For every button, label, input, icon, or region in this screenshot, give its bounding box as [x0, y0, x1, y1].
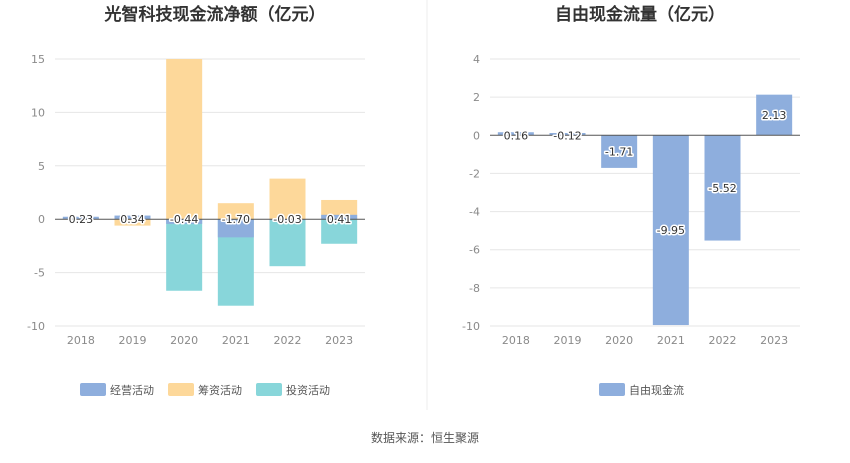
- x-tick-label: 2018: [502, 334, 530, 347]
- y-tick-label: 10: [31, 106, 45, 119]
- data-label-freecash-2018: 0.16: [504, 129, 529, 142]
- legend-label-financing[interactable]: 筹资活动: [198, 383, 242, 397]
- legend-label-operating[interactable]: 经营活动: [110, 383, 154, 397]
- bar-investing-2020[interactable]: [166, 219, 203, 291]
- data-label-freecash-2023: 2.13: [762, 109, 787, 122]
- data-label-operating-2022: -0.03: [273, 213, 301, 226]
- bar-freecash-2021[interactable]: [652, 135, 689, 326]
- legend-label-freecash[interactable]: 自由现金流: [629, 383, 684, 397]
- y-tick-label: -8: [469, 282, 480, 295]
- x-tick-label: 2022: [709, 334, 737, 347]
- x-tick-label: 2021: [657, 334, 685, 347]
- bar-operating-2018[interactable]: [62, 216, 99, 220]
- legend-label-investing[interactable]: 投资活动: [286, 383, 330, 397]
- legend-swatch-freecash[interactable]: [599, 383, 625, 396]
- data-label-freecash-2021: -9.95: [657, 224, 685, 237]
- y-tick-label: -5: [34, 267, 45, 280]
- chart-title-freecash: 自由现金流量（亿元）: [555, 4, 725, 25]
- cashflow-chart: -10 -5 0 5 10 15 2018 2019 2020 2021 2022 2023 0.23 0…: [27, 53, 365, 347]
- data-label-freecash-2019: -0.12: [553, 129, 581, 142]
- y-tick-label: -4: [469, 206, 480, 219]
- x-tick-label: 2018: [67, 334, 95, 347]
- x-tick-label: 2019: [554, 334, 582, 347]
- bar-financing-2023[interactable]: [321, 199, 358, 220]
- x-tick-label: 2022: [274, 334, 302, 347]
- data-label-operating-2018: 0.23: [69, 213, 94, 226]
- data-label-operating-2019: 0.34: [120, 213, 145, 226]
- data-label-operating-2023: 0.41: [327, 213, 352, 226]
- x-tick-label: 2020: [170, 334, 198, 347]
- y-tick-label: -6: [469, 244, 480, 257]
- freecash-chart: -10 -8 -6 -4 -2 0 2 4 2018 2019 2020 2021 2022 2023 0.…: [462, 53, 800, 347]
- bar-investing-2022[interactable]: [269, 219, 306, 267]
- legend-freecash: 自由现金流: [599, 383, 684, 397]
- data-label-freecash-2022: -5.52: [708, 182, 736, 195]
- bar-freecash-2019[interactable]: [549, 132, 586, 136]
- bar-operating-2020[interactable]: [166, 219, 203, 224]
- x-tick-label: 2019: [119, 334, 147, 347]
- bar-financing-2022[interactable]: [269, 178, 306, 220]
- bar-freecash-2018[interactable]: [497, 132, 534, 136]
- y-tick-label: -2: [469, 167, 480, 180]
- bar-operating-2023[interactable]: [321, 214, 358, 220]
- legend-swatch-financing[interactable]: [168, 383, 194, 396]
- y-tick-label: 0: [473, 129, 480, 142]
- y-tick-label: 0: [38, 213, 45, 226]
- bar-freecash-2022[interactable]: [704, 135, 741, 241]
- data-source: 数据来源：恒生聚源: [371, 430, 479, 445]
- y-tick-label: 5: [38, 160, 45, 173]
- chart-title-cashflow: 光智科技现金流净额（亿元）: [104, 4, 326, 25]
- y-tick-label: 4: [473, 53, 480, 66]
- y-tick-label: -10: [462, 320, 480, 333]
- x-tick-label: 2021: [222, 334, 250, 347]
- y-tick-label: -10: [27, 320, 45, 333]
- y-tick-label: 2: [473, 91, 480, 104]
- bar-financing-2020[interactable]: [166, 59, 203, 220]
- x-tick-label: 2020: [605, 334, 633, 347]
- bar-freecash-2023[interactable]: [756, 94, 793, 136]
- data-label-operating-2021: -1.70: [222, 213, 250, 226]
- x-tick-label: 2023: [325, 334, 353, 347]
- legend-swatch-investing[interactable]: [256, 383, 282, 396]
- bar-financing-2021[interactable]: [217, 203, 254, 220]
- legend-cashflow: 经营活动 筹资活动 投资活动: [80, 383, 330, 397]
- x-tick-label: 2023: [760, 334, 788, 347]
- bar-investing-2023[interactable]: [321, 219, 358, 244]
- bar-financing-2019[interactable]: [114, 219, 151, 226]
- legend-swatch-operating[interactable]: [80, 383, 106, 396]
- bar-operating-2019[interactable]: [114, 215, 151, 220]
- data-label-freecash-2020: -1.71: [605, 146, 633, 159]
- data-label-operating-2020: -0.44: [170, 213, 198, 226]
- y-tick-label: 15: [31, 53, 45, 66]
- bar-operating-2021[interactable]: [217, 219, 254, 238]
- bar-freecash-2020[interactable]: [601, 135, 638, 168]
